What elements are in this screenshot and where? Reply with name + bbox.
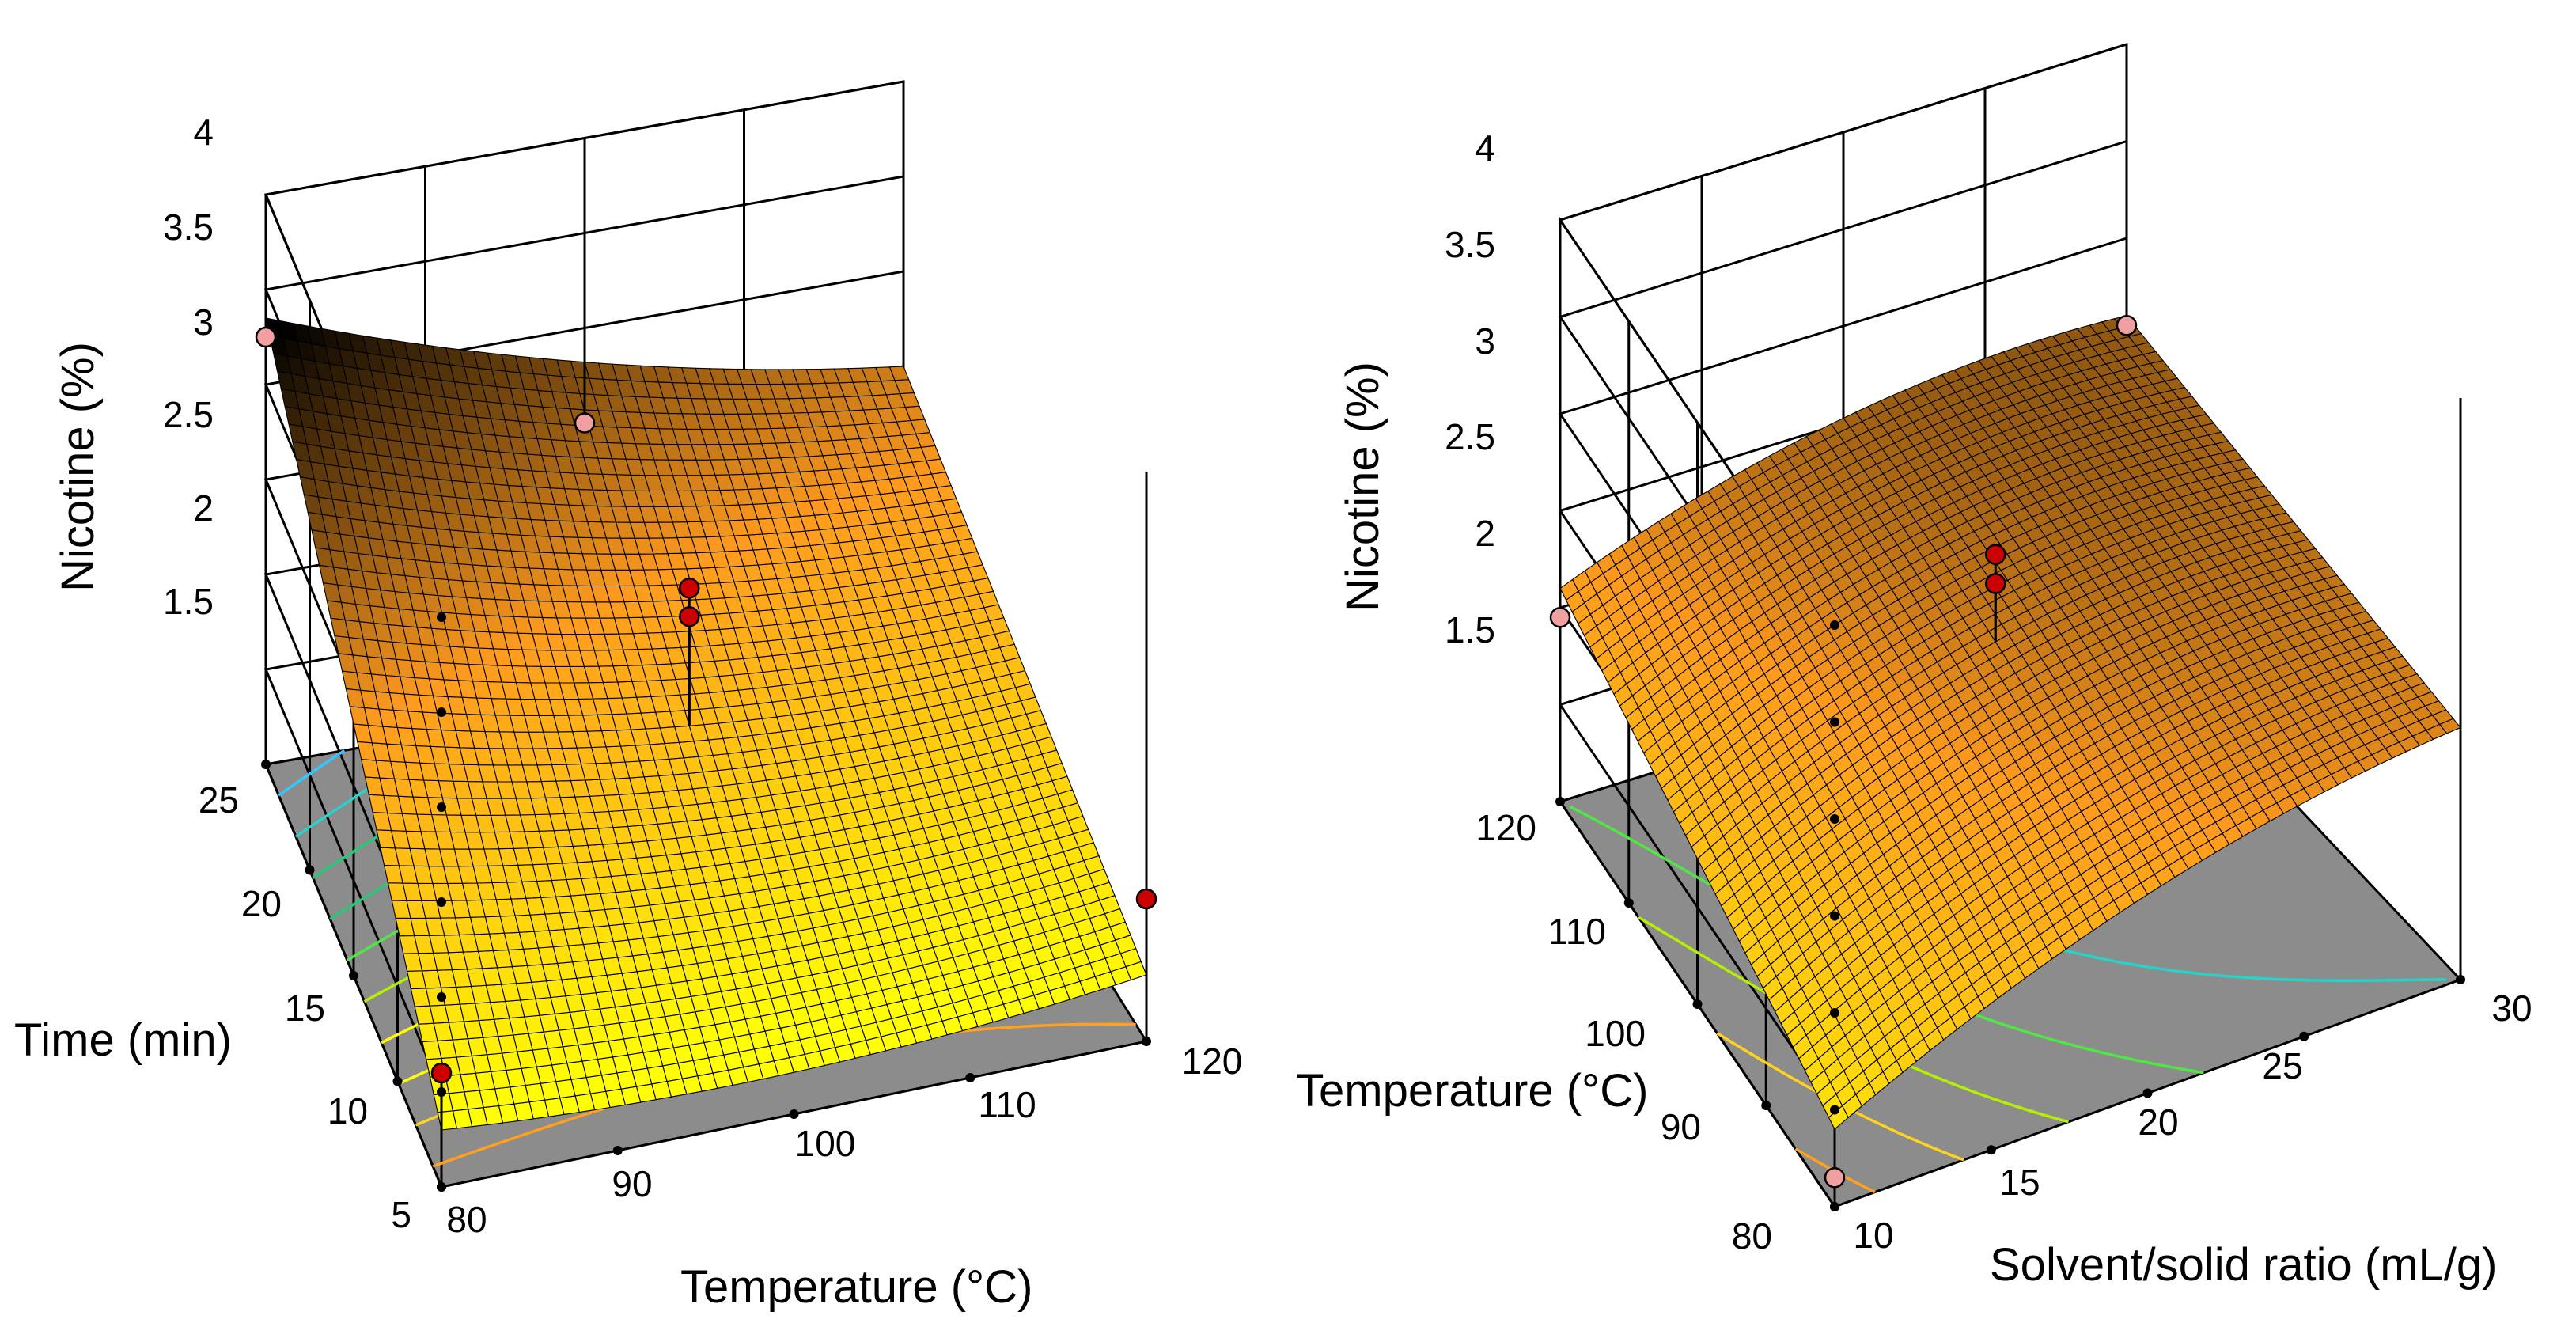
z-axis-title: Nicotine (%)	[52, 342, 104, 592]
design-point	[1549, 607, 1571, 628]
y-tick-label: 110	[1548, 911, 1606, 952]
y-tick-label: 80	[1732, 1215, 1772, 1257]
y-tick-label: 90	[1661, 1106, 1701, 1147]
z-axis-title: Nicotine (%)	[1337, 362, 1388, 612]
tick-dot	[1830, 1202, 1839, 1211]
chart-left-time-temperature: 4 3.5 3 2.5 2 1.5 5 10 15 20 25 80 90 10…	[14, 80, 1243, 1313]
tick-dot	[437, 612, 446, 622]
x-tick-label: 25	[2262, 1045, 2302, 1086]
x-tick-label: 10	[1853, 1215, 1893, 1256]
design-point	[1135, 888, 1157, 910]
tick-dot	[1555, 797, 1565, 806]
tick-dot	[1830, 814, 1839, 824]
tick-dot	[1830, 717, 1839, 727]
x-tick-label: 120	[1182, 1041, 1243, 1082]
design-point	[255, 326, 277, 348]
z-tick-label: 4	[1475, 127, 1495, 169]
y-tick-label: 100	[1585, 1013, 1646, 1054]
tick-dot	[437, 992, 446, 1002]
tick-dot	[392, 1076, 403, 1086]
x-tick-label: 20	[2138, 1101, 2178, 1143]
y-tick-label: 120	[1476, 807, 1536, 848]
design-point	[430, 1062, 453, 1084]
design-point	[679, 578, 700, 599]
design-point	[1985, 544, 2006, 565]
x-tick-label: 110	[978, 1084, 1036, 1125]
z-tick-label: 4	[193, 112, 214, 153]
x-axis-title: Temperature (°C)	[680, 1261, 1032, 1313]
tick-dot	[789, 1109, 799, 1119]
tick-dot	[261, 760, 271, 769]
z-tick-label: 2.5	[1445, 416, 1495, 457]
y-tick-label: 5	[391, 1194, 411, 1235]
tick-dot	[1830, 1008, 1839, 1018]
y-tick-label: 15	[285, 988, 325, 1029]
tick-dot	[1986, 1145, 1996, 1155]
tick-dot	[1830, 620, 1839, 630]
z-tick-label: 1.5	[163, 581, 214, 622]
chart-right-ratio-temperature: 4 3.5 3 2.5 2 1.5 80 90 100 110 120 10 1…	[1296, 42, 2532, 1291]
tick-dot	[1761, 1101, 1771, 1110]
y-tick-label: 20	[241, 883, 282, 924]
design-point	[574, 412, 596, 434]
z-tick-label: 2	[193, 487, 214, 529]
x-tick-label: 30	[2491, 988, 2532, 1029]
x-tick-label: 90	[612, 1163, 652, 1204]
z-tick-label: 2	[1475, 513, 1495, 554]
tick-dot	[437, 1182, 446, 1192]
tick-dot	[2299, 1031, 2309, 1041]
x-tick-label: 15	[1999, 1162, 2040, 1203]
tick-dot	[1830, 911, 1839, 921]
tick-dot	[965, 1073, 975, 1082]
design-point	[679, 606, 700, 627]
tick-dot	[349, 971, 358, 980]
tick-dot	[437, 707, 446, 717]
z-tick-label: 3	[1475, 320, 1495, 362]
tick-dot	[305, 865, 315, 875]
z-tick-label: 3	[193, 301, 214, 343]
tick-dot	[437, 1087, 446, 1097]
tick-dot	[1623, 898, 1634, 908]
y-tick-label: 25	[199, 779, 239, 821]
y-axis-title: Temperature (°C)	[1296, 1065, 1648, 1117]
z-tick-label: 2.5	[163, 394, 214, 435]
z-tick-label: 3.5	[163, 207, 214, 248]
tick-dot	[437, 802, 446, 812]
y-tick-label: 10	[328, 1090, 368, 1132]
z-tick-label: 3.5	[1445, 224, 1495, 265]
x-tick-label: 80	[446, 1199, 487, 1240]
tick-dot	[2456, 975, 2465, 984]
design-point	[1824, 1167, 1846, 1189]
tick-dot	[1142, 1037, 1151, 1046]
contour-line	[278, 749, 346, 797]
tick-dot	[437, 897, 446, 907]
tick-dot	[1692, 999, 1703, 1009]
surface-mesh	[265, 317, 1147, 1131]
x-axis-title: Solvent/solid ratio (mL/g)	[1990, 1239, 2497, 1291]
y-axis-title: Time (min)	[14, 1014, 232, 1066]
tick-dot	[612, 1146, 623, 1155]
x-tick-label: 100	[795, 1123, 856, 1164]
tick-dot	[2142, 1088, 2153, 1098]
tick-dot	[1830, 1105, 1839, 1115]
design-point	[2116, 315, 2138, 336]
response-surface	[265, 317, 1147, 1131]
z-tick-label: 1.5	[1445, 609, 1495, 650]
design-point	[1985, 573, 2006, 594]
